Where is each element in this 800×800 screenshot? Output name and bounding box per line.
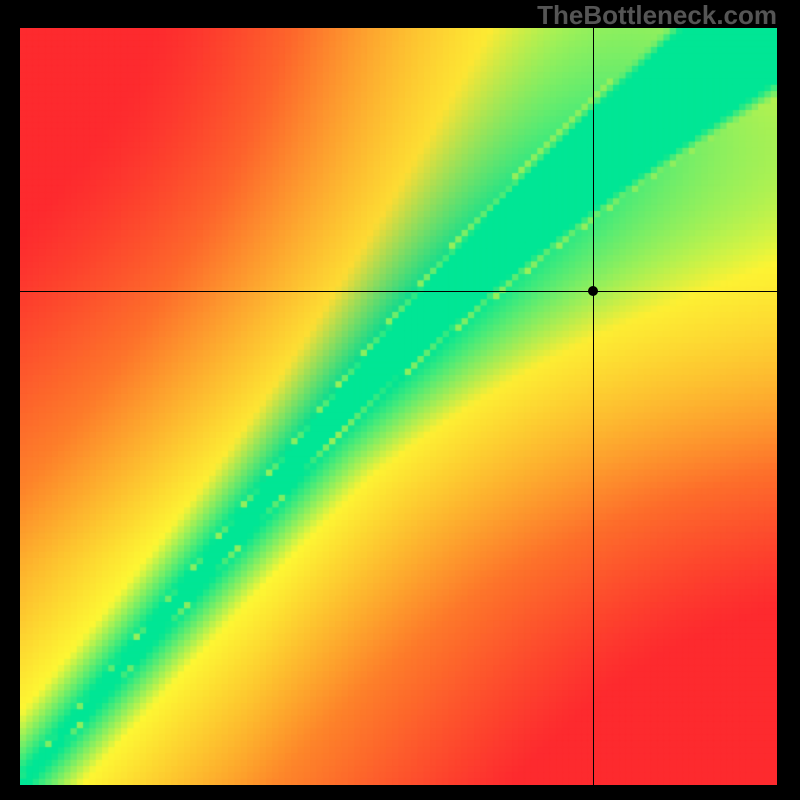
heatmap-canvas [20,28,777,785]
crosshair-horizontal [20,291,777,292]
watermark-text: TheBottleneck.com [537,0,777,31]
crosshair-vertical [593,28,594,785]
chart-container: TheBottleneck.com [0,0,800,800]
